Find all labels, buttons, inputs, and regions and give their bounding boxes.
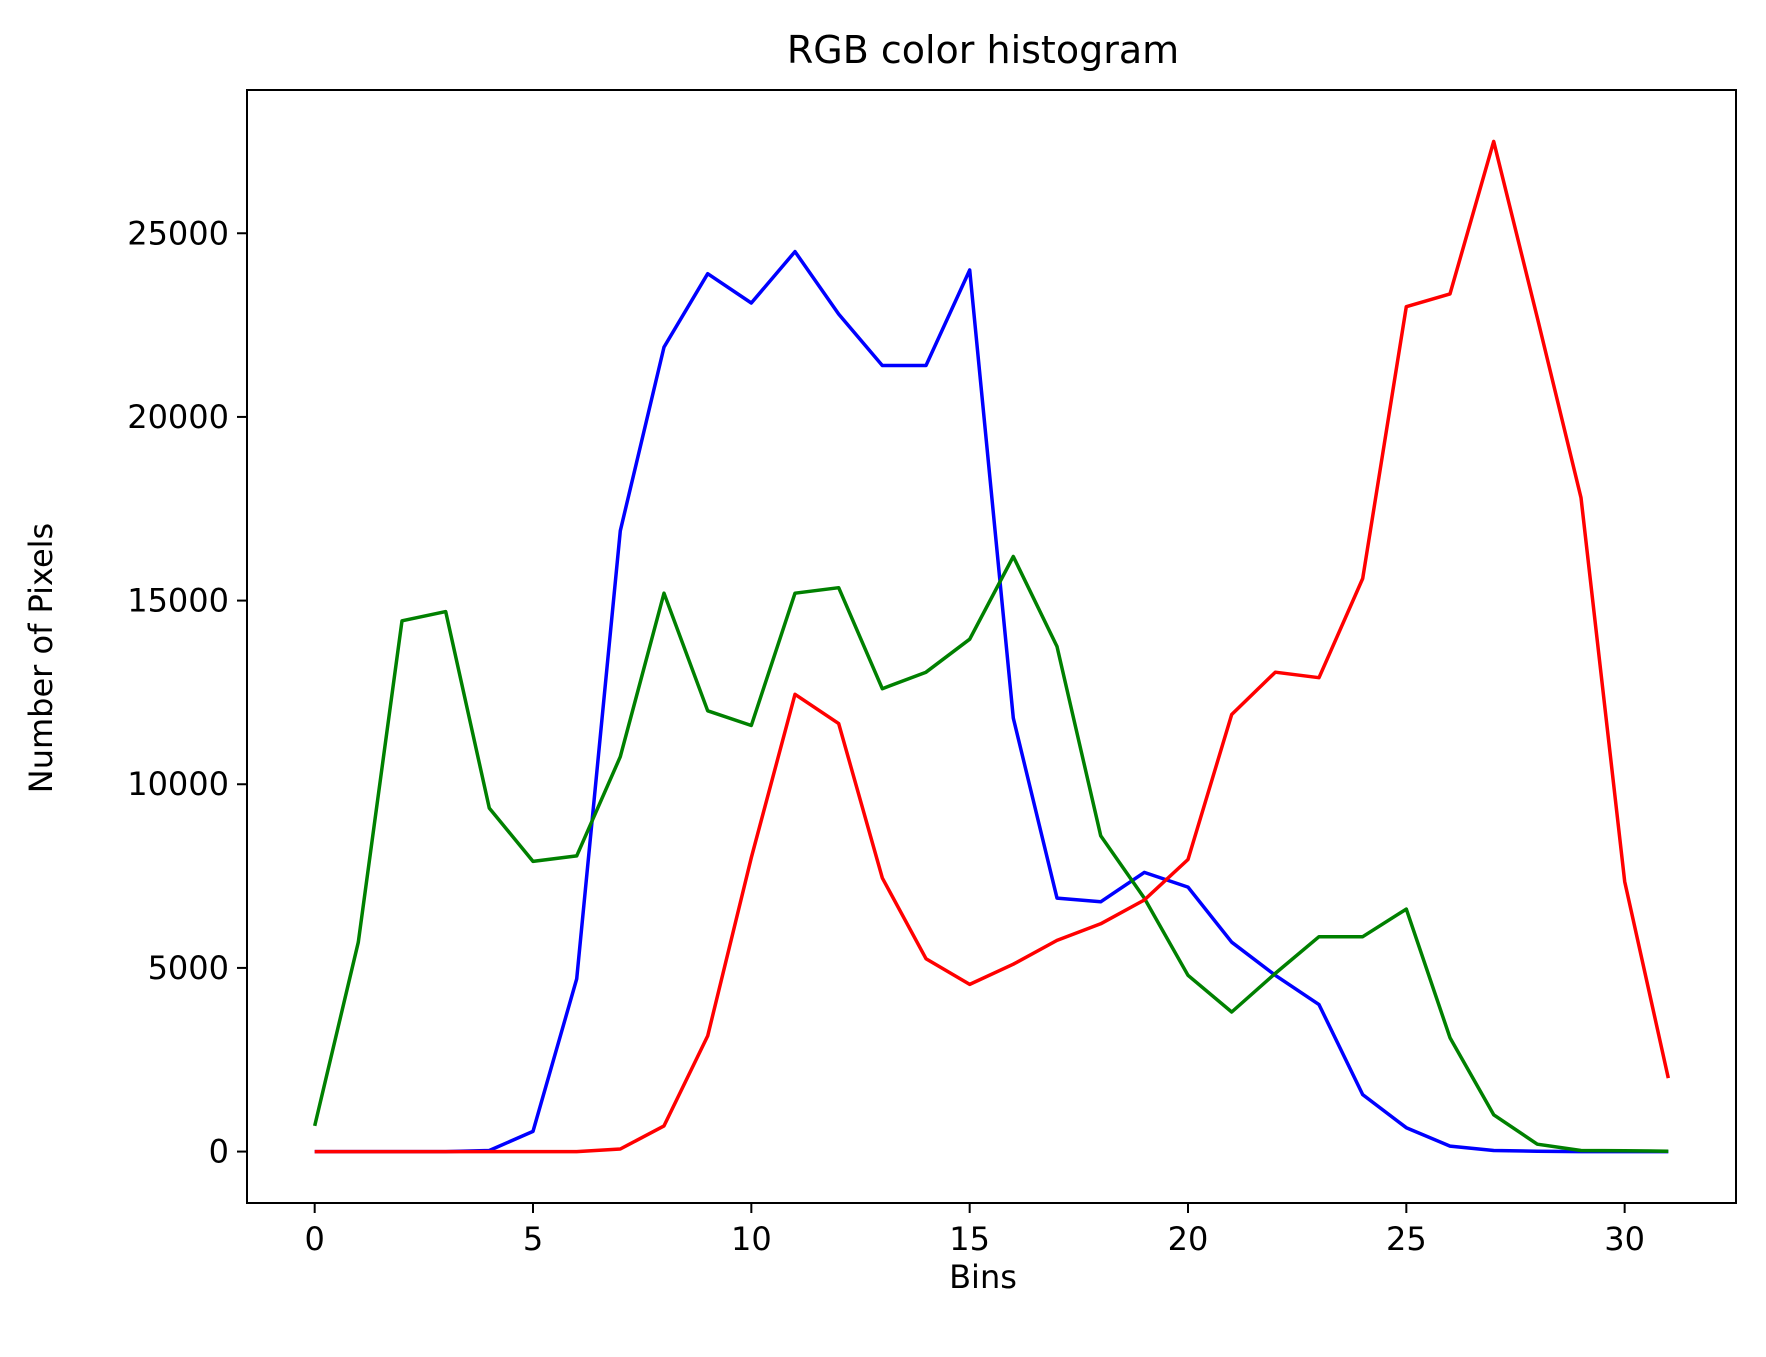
x-tick-label-3: 15 bbox=[949, 1220, 990, 1258]
y-tick-label-2: 10000 bbox=[127, 765, 229, 803]
series-line-1 bbox=[312, 554, 1669, 1153]
chart-title: RGB color histogram bbox=[787, 28, 1179, 72]
y-tick-label-4: 20000 bbox=[127, 398, 229, 436]
series-layer bbox=[312, 139, 1671, 1154]
x-axis: 0 5 10 15 20 25 30 bbox=[305, 1203, 1645, 1258]
plot-frame bbox=[246, 89, 1737, 1204]
x-tick-label-6: 30 bbox=[1604, 1220, 1645, 1258]
x-tick-label-5: 25 bbox=[1386, 1220, 1427, 1258]
x-tick-label-1: 5 bbox=[523, 1220, 543, 1258]
x-tick-label-0: 0 bbox=[305, 1220, 325, 1258]
y-axis-label-group: Number of Pixels bbox=[22, 523, 60, 793]
y-tick-label-1: 5000 bbox=[148, 949, 229, 987]
x-tick-label-4: 20 bbox=[1168, 1220, 1209, 1258]
y-tick-label-5: 25000 bbox=[127, 214, 229, 252]
series-line-2 bbox=[314, 139, 1671, 1154]
y-axis: 0 5000 10000 15000 20000 25000 bbox=[127, 214, 247, 1171]
y-tick-label-0: 0 bbox=[209, 1133, 229, 1171]
series-line-0 bbox=[314, 249, 1669, 1154]
y-axis-label: Number of Pixels bbox=[22, 523, 60, 793]
x-tick-label-2: 10 bbox=[731, 1220, 772, 1258]
x-axis-label: Bins bbox=[949, 1258, 1017, 1296]
y-tick-label-3: 15000 bbox=[127, 582, 229, 620]
